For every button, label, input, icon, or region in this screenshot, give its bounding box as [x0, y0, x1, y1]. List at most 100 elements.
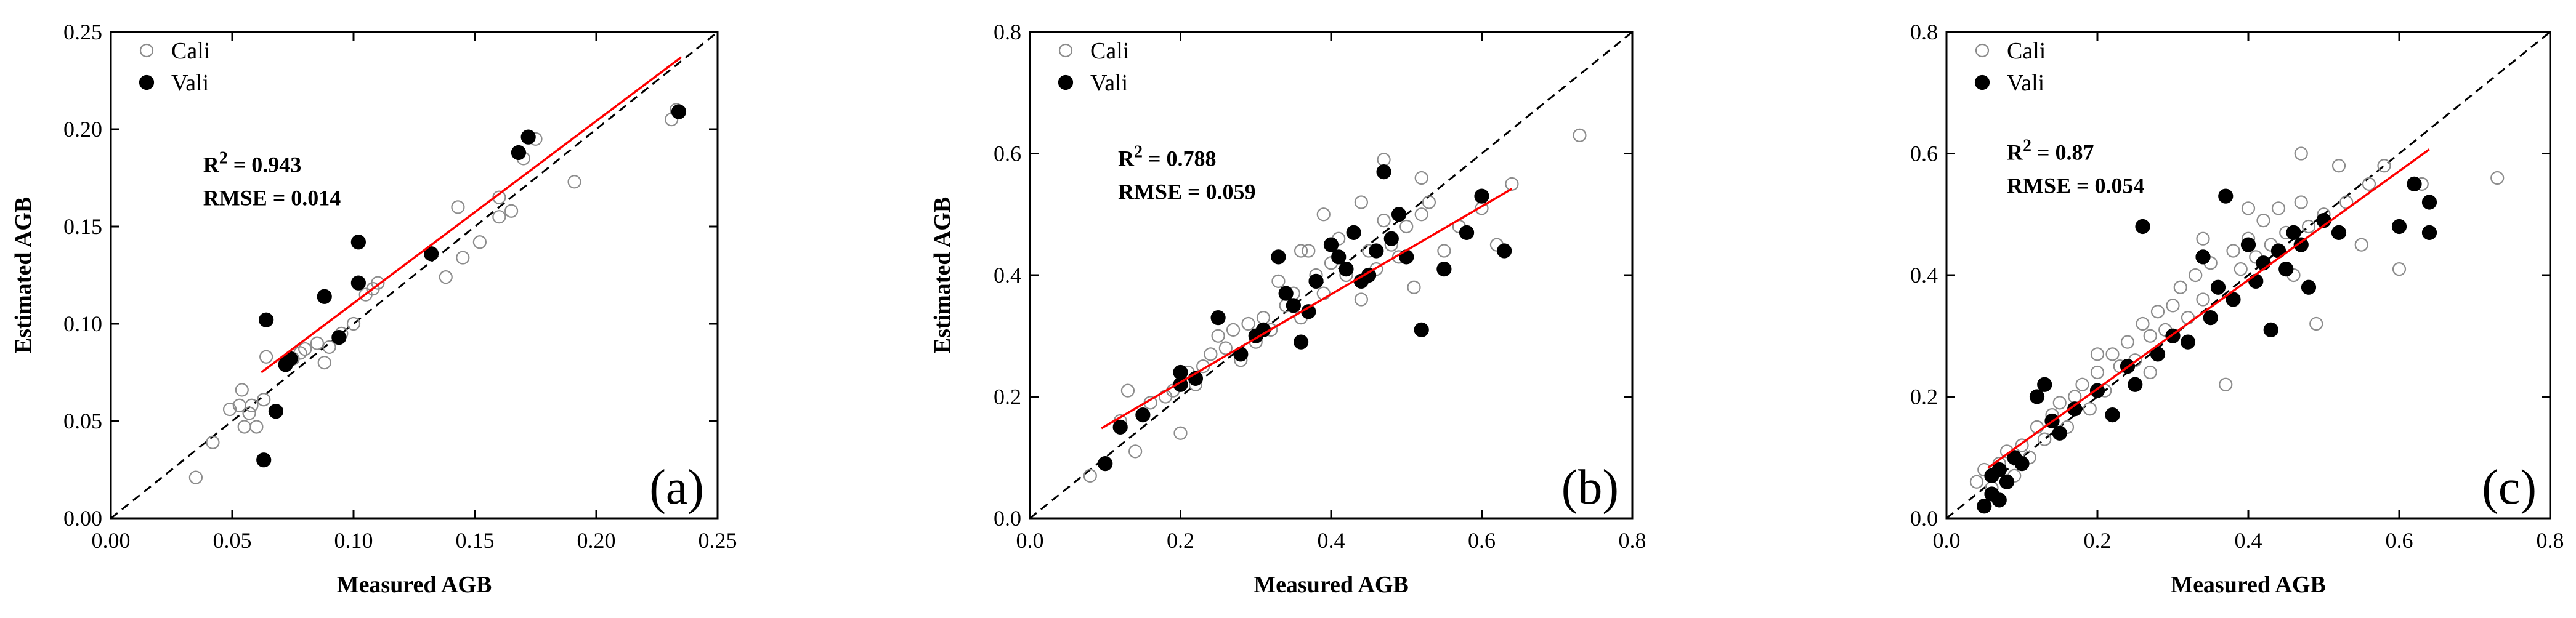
- x-axis-label: Measured AGB: [1254, 572, 1409, 598]
- cali-point: [1226, 323, 1241, 337]
- cali-point: [235, 383, 249, 397]
- cali-point: [1414, 207, 1428, 222]
- cali-point: [2362, 177, 2376, 191]
- cali-point: [2226, 244, 2240, 258]
- cali-point: [2219, 377, 2233, 391]
- cali-point: [222, 402, 237, 417]
- cali-point: [451, 200, 465, 214]
- cali-point: [2083, 402, 2097, 416]
- cali-point: [2294, 195, 2308, 209]
- cali-point: [1377, 214, 1391, 228]
- y-tick-label: 0.6: [994, 142, 1021, 166]
- vali-point: [1497, 243, 1512, 259]
- cali-point: [2120, 335, 2135, 349]
- cali-point: [2309, 316, 2323, 331]
- cali-point: [317, 356, 331, 370]
- legend-cali-marker: [139, 43, 154, 58]
- legend: Cali Vali: [1974, 38, 2046, 96]
- cali-point: [1218, 341, 1233, 355]
- vali-point: [423, 246, 439, 262]
- cali-point: [1204, 347, 1218, 361]
- y-tick-label: 0.8: [994, 20, 1021, 44]
- rmse-annotation: RMSE = 0.054: [2007, 173, 2145, 198]
- vali-point: [1112, 419, 1128, 435]
- cali-point: [439, 270, 453, 284]
- cali-point: [242, 406, 256, 420]
- cali-point: [567, 175, 581, 189]
- cali-point: [310, 336, 325, 350]
- rmse-annotation: RMSE = 0.014: [203, 186, 341, 211]
- vali-point: [2240, 237, 2256, 252]
- cali-point: [1573, 128, 1587, 142]
- vali-point: [1286, 298, 1301, 313]
- cali-point: [2301, 219, 2316, 234]
- cali-point: [492, 210, 506, 224]
- vali-point: [1135, 407, 1151, 423]
- regression-line: [1101, 188, 1513, 430]
- legend-cali-label: Cali: [1090, 38, 1129, 64]
- vali-point: [1474, 188, 1489, 204]
- r2-annotation: R2 = 0.788: [1118, 142, 1217, 171]
- cali-point: [1294, 244, 1308, 258]
- cali-point: [2105, 347, 2120, 361]
- y-tick-label: 0.15: [63, 214, 102, 239]
- x-tick-label: 0.2: [2084, 528, 2112, 553]
- cali-point: [2294, 146, 2308, 161]
- legend-vali-label: Vali: [2007, 70, 2044, 96]
- vali-point: [2014, 456, 2030, 472]
- vali-point: [2195, 249, 2211, 265]
- vali-point: [1098, 456, 1113, 472]
- cali-point: [1437, 244, 1451, 258]
- cali-point: [206, 435, 220, 449]
- vali-point: [1391, 207, 1407, 222]
- legend-vali-marker: [139, 74, 155, 90]
- panel-label: (c): [2482, 460, 2537, 515]
- cali-point: [2150, 305, 2165, 319]
- cali-point: [456, 251, 470, 265]
- cali-point: [2015, 438, 2029, 452]
- one-to-one-line: [110, 31, 718, 520]
- y-tick-label: 0.20: [63, 117, 102, 142]
- vali-point: [2263, 322, 2278, 337]
- x-tick-label: 0.8: [2537, 528, 2564, 553]
- vali-point: [268, 404, 284, 419]
- cali-point: [1083, 468, 1097, 483]
- cali-point: [237, 420, 251, 434]
- legend-vali-marker: [1058, 74, 1074, 90]
- vali-point: [2293, 237, 2309, 252]
- vali-point: [2226, 292, 2241, 307]
- cali-point: [2490, 171, 2505, 185]
- panel-2: 0.0 0.2 0.4 0.6 0.8 0.0 0.2 0.4 0.6 0.8 Measured A…: [1910, 20, 2564, 598]
- y-tick-label: 0.2: [1910, 385, 1938, 409]
- x-tick-label: 0.4: [1318, 528, 1345, 553]
- vali-point: [256, 452, 272, 468]
- panel-label: (a): [649, 460, 704, 515]
- cali-point: [2189, 268, 2203, 283]
- plot-frame: [110, 31, 719, 520]
- y-tick-label: 0.4: [994, 263, 1021, 287]
- vali-point: [1210, 310, 1226, 326]
- vali-point: [350, 235, 366, 250]
- vali-point: [2331, 225, 2347, 240]
- vali-point: [2286, 225, 2301, 240]
- vali-point: [2421, 195, 2437, 210]
- cali-point: [2234, 262, 2248, 276]
- cali-point: [1120, 383, 1135, 398]
- cali-point: [2256, 214, 2270, 228]
- vali-point: [1308, 273, 1324, 289]
- vali-point: [2128, 377, 2143, 392]
- cali-point: [1271, 274, 1286, 288]
- y-tick-label: 0.10: [63, 311, 102, 336]
- vali-point: [1323, 237, 1339, 252]
- x-tick-label: 0.8: [1619, 528, 1646, 553]
- cali-point: [298, 342, 312, 356]
- cali-point: [1377, 153, 1391, 167]
- legend-vali-label: Vali: [171, 70, 209, 96]
- vali-point: [511, 145, 527, 161]
- cali-point: [259, 350, 273, 364]
- vali-point: [2135, 219, 2150, 235]
- vali-point: [1278, 286, 1294, 301]
- vali-point: [1436, 262, 1452, 277]
- r2-annotation: R2 = 0.943: [203, 149, 302, 177]
- vali-point: [1977, 499, 1992, 514]
